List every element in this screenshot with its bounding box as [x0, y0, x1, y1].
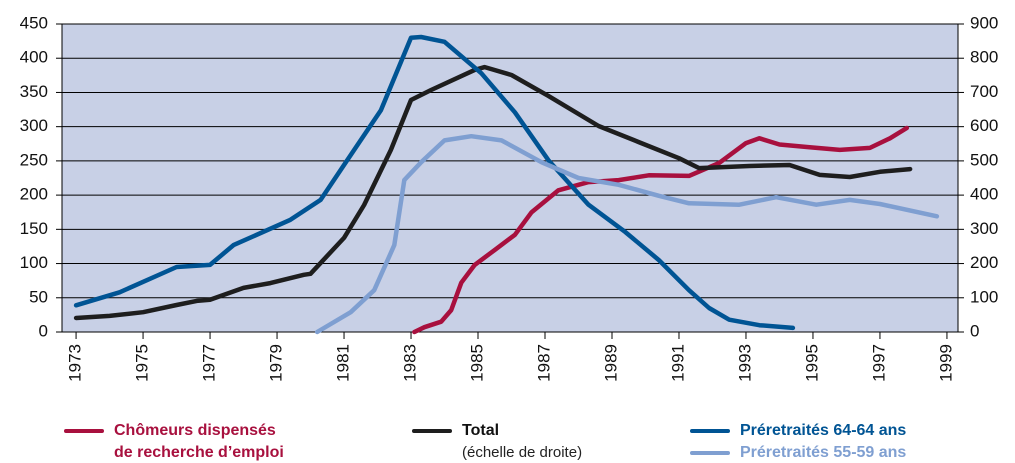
legend-item: Total (échelle de droite) [412, 420, 582, 463]
x-tick-label: 1981 [334, 344, 353, 382]
y2-tick-label: 0 [970, 321, 979, 340]
y2-tick-label: 800 [970, 48, 998, 67]
y-tick-label: 150 [20, 219, 48, 238]
series-line [73, 64, 913, 321]
y-tick-label: 400 [20, 48, 48, 67]
series-line [412, 125, 910, 335]
plot: 0 50 100 150 200 250 300 350 400 450 0 100 200 300 400… [20, 13, 999, 382]
x-tick-label: 1995 [802, 344, 821, 382]
legend-item: Préretraités 55-59 ans [690, 442, 906, 463]
y-tick-label: 0 [39, 321, 48, 340]
y2-tick-label: 700 [970, 82, 998, 101]
y2-tick-label: 500 [970, 150, 998, 169]
x-tick-label: 1977 [200, 344, 219, 382]
y2-tick-label: 900 [970, 13, 998, 32]
y-tick-label: 350 [20, 82, 48, 101]
x-tick-label: 1985 [467, 344, 486, 382]
x-tick-label: 1983 [401, 344, 420, 382]
legend-label: Chômeurs dispensés de recherche d’emploi [114, 422, 284, 461]
series-line [73, 34, 796, 331]
legend-swatch [64, 429, 104, 433]
legend-note: (échelle de droite) [462, 444, 583, 461]
x-tick-label: 1973 [66, 344, 85, 382]
legend-item: Préretraités 64-64 ans [690, 420, 906, 442]
x-tick-label: 1991 [668, 344, 687, 382]
legend-swatch [690, 429, 730, 433]
y2-tick-label: 200 [970, 253, 998, 272]
x-tick-label: 1997 [869, 344, 888, 382]
y2-tick-label: 400 [970, 185, 998, 204]
x-tick-label: 1979 [267, 344, 286, 382]
y-tick-label: 450 [20, 13, 48, 32]
legend-label: Préretraités 64-64 ans [740, 422, 907, 439]
legend-swatch [412, 429, 452, 433]
y-tick-label: 100 [20, 253, 48, 272]
y-tick-label: 50 [29, 287, 48, 306]
series-line [314, 133, 940, 335]
y-tick-label: 200 [20, 185, 48, 204]
legend-label: Total [462, 422, 500, 439]
y2-tick-label: 300 [970, 219, 998, 238]
legend-item: Chômeurs dispensés de recherche d’emploi [64, 420, 284, 463]
legend-label: Préretraités 55-59 ans [740, 444, 907, 461]
x-tick-label: 1999 [936, 344, 955, 382]
y2-tick-label: 100 [970, 287, 998, 306]
x-tick-label: 1993 [735, 344, 754, 382]
y2-tick-label: 600 [970, 116, 998, 135]
x-tick-label: 1975 [133, 344, 152, 382]
plot-background [62, 24, 958, 332]
y-tick-label: 300 [20, 116, 48, 135]
x-tick-label: 1989 [601, 344, 620, 382]
y-tick-label: 250 [20, 150, 48, 169]
x-tick-label: 1987 [534, 344, 553, 382]
legend-swatch [690, 451, 730, 455]
